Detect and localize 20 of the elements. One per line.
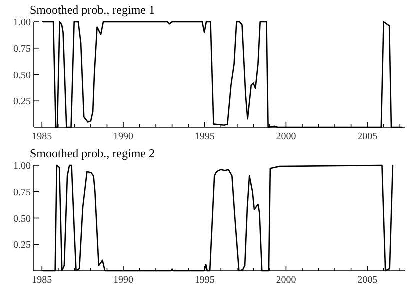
x-tick-label: 1990 bbox=[113, 132, 134, 142]
x-tick-label: 2005 bbox=[358, 132, 378, 142]
x-tick-label: 2000 bbox=[276, 275, 296, 286]
y-tick-label: 1.00 bbox=[14, 161, 31, 172]
x-tick-label: 2000 bbox=[276, 132, 296, 142]
x-tick-label: 1995 bbox=[194, 132, 215, 142]
y-tick-label: 0.75 bbox=[14, 187, 31, 198]
y-tick-label: 1.00 bbox=[14, 18, 31, 28]
chart-title: Smoothed prob., regime 1 bbox=[30, 3, 155, 17]
x-tick-label: 1985 bbox=[32, 132, 52, 142]
y-tick-label: 0.50 bbox=[14, 70, 31, 82]
y-tick-label: 0.50 bbox=[14, 214, 31, 225]
x-tick-label: 1985 bbox=[32, 275, 52, 286]
x-tick-label: 2005 bbox=[358, 275, 378, 286]
y-tick-label: 0.25 bbox=[14, 240, 31, 252]
y-tick-label: 0.25 bbox=[14, 96, 31, 108]
y-tick-label: 0.75 bbox=[14, 44, 31, 55]
x-tick-label: 1990 bbox=[113, 275, 134, 286]
x-tick-label: 1995 bbox=[194, 275, 215, 286]
chart-title: Smoothed prob., regime 2 bbox=[30, 146, 155, 160]
